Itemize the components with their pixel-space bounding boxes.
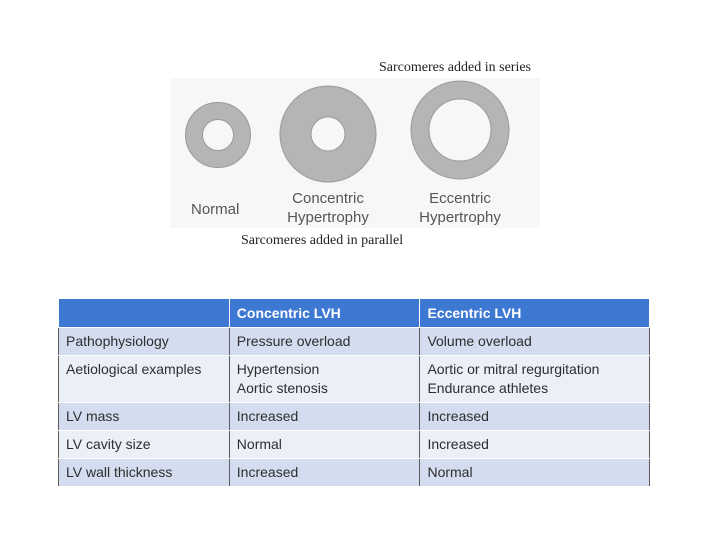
- ring-label-concentric-2: Hypertrophy: [287, 209, 369, 226]
- row-label: Pathophysiology: [58, 327, 230, 356]
- row-label: LV mass: [58, 402, 230, 431]
- cell-concentric: Increased: [228, 458, 421, 487]
- table-row-aetiological-examples: Aetiological examples Hypertension Aorti…: [58, 355, 650, 403]
- row-label: LV wall thickness: [58, 458, 230, 487]
- lvh-comparison-table: Concentric LVH Eccentric LVH Pathophysio…: [58, 298, 650, 487]
- caption-sarcomeres-parallel: Sarcomeres added in parallel: [241, 233, 404, 248]
- cell-concentric: Increased: [228, 402, 421, 431]
- table-row-pathophysiology: Pathophysiology Pressure overload Volume…: [58, 327, 650, 356]
- cell-eccentric: Volume overload: [419, 327, 650, 356]
- row-label: LV cavity size: [58, 430, 230, 459]
- cell-eccentric: Aortic or mitral regurgitation Endurance…: [419, 355, 650, 403]
- row-label: Aetiological examples: [58, 355, 230, 403]
- header-empty: [58, 298, 230, 328]
- ring-normal: [185, 102, 251, 168]
- table-row-lv-cavity-size: LV cavity size Normal Increased: [58, 430, 650, 459]
- ring-concentric: [279, 85, 377, 183]
- cell-concentric: Pressure overload: [228, 327, 421, 356]
- cell-concentric: Hypertension Aortic stenosis: [228, 355, 421, 403]
- cell-concentric: Normal: [228, 430, 421, 459]
- ring-label-eccentric-1: Eccentric: [429, 190, 491, 207]
- table-row-lv-mass: LV mass Increased Increased: [58, 402, 650, 431]
- table-header-row: Concentric LVH Eccentric LVH: [58, 298, 650, 328]
- caption-sarcomeres-series: Sarcomeres added in series: [379, 60, 531, 75]
- lv-hypertrophy-diagram: Normal Concentric Hypertrophy Eccentric …: [170, 78, 540, 228]
- ring-eccentric: [410, 80, 510, 180]
- header-eccentric-lvh: Eccentric LVH: [419, 298, 650, 328]
- ring-label-concentric-1: Concentric: [292, 190, 364, 207]
- header-concentric-lvh: Concentric LVH: [228, 298, 421, 328]
- ring-label-eccentric-2: Hypertrophy: [419, 209, 501, 226]
- ring-label-normal: Normal: [191, 201, 239, 218]
- table-row-lv-wall-thickness: LV wall thickness Increased Normal: [58, 458, 650, 487]
- cell-eccentric: Increased: [419, 430, 650, 459]
- cell-eccentric: Normal: [419, 458, 650, 487]
- cell-eccentric: Increased: [419, 402, 650, 431]
